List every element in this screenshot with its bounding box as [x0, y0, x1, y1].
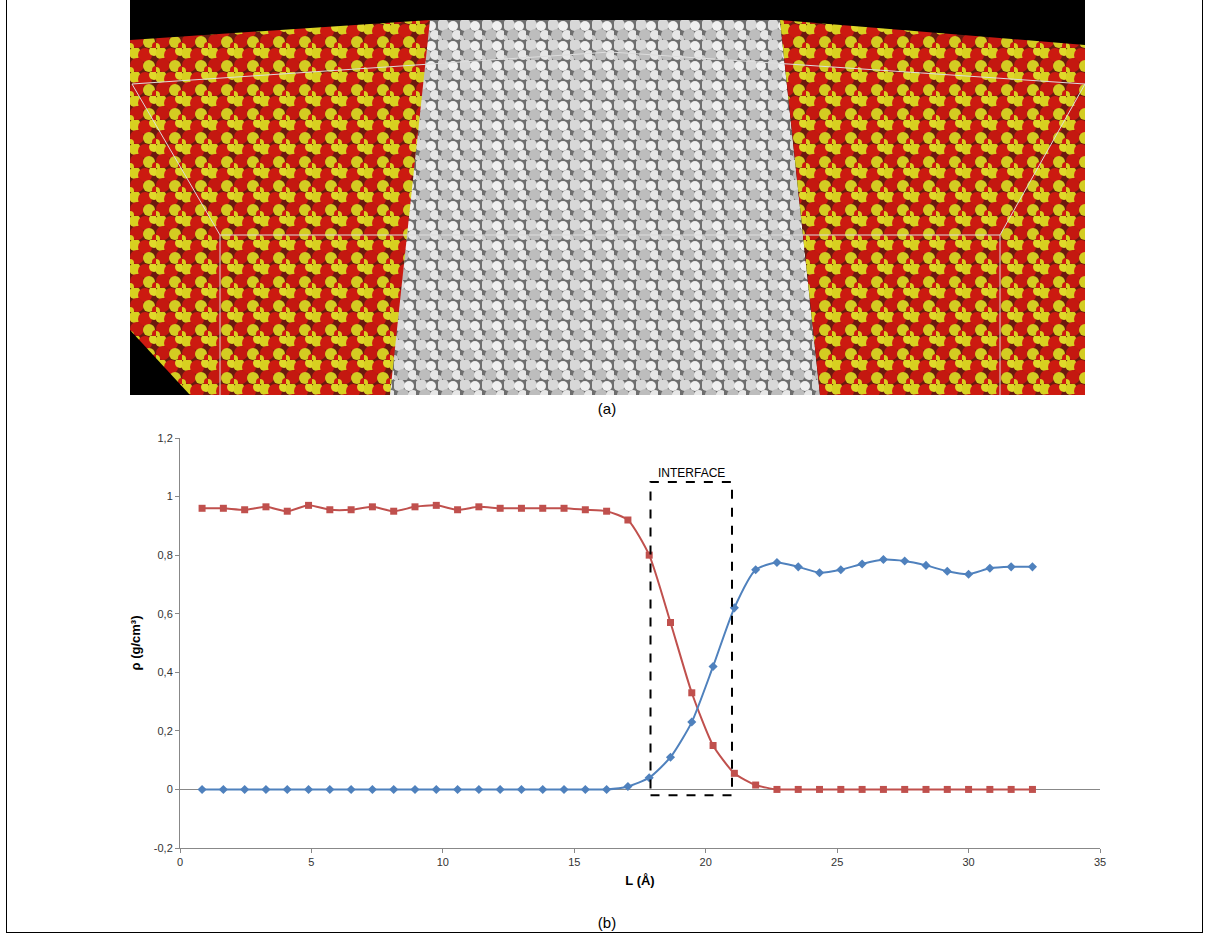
- svg-text:0,2: 0,2: [158, 725, 173, 737]
- svg-text:1: 1: [167, 490, 173, 502]
- svg-text:-0,2: -0,2: [154, 842, 173, 854]
- svg-text:ρ (g/cm³): ρ (g/cm³): [128, 616, 143, 671]
- svg-text:L (Å): L (Å): [625, 873, 654, 888]
- svg-text:0: 0: [167, 783, 173, 795]
- svg-text:0,6: 0,6: [158, 608, 173, 620]
- svg-text:10: 10: [437, 856, 449, 868]
- svg-text:20: 20: [700, 856, 712, 868]
- svg-text:35: 35: [1094, 856, 1106, 868]
- svg-text:1,2: 1,2: [158, 432, 173, 444]
- svg-text:0: 0: [177, 856, 183, 868]
- svg-text:0,8: 0,8: [158, 549, 173, 561]
- svg-text:30: 30: [962, 856, 974, 868]
- svg-text:INTERFACE: INTERFACE: [658, 466, 725, 480]
- svg-text:25: 25: [831, 856, 843, 868]
- html-text:(b): (b): [597, 914, 617, 931]
- svg-text:0,4: 0,4: [158, 666, 173, 678]
- svg-text:15: 15: [568, 856, 580, 868]
- html-text:(a): (a): [597, 400, 617, 417]
- svg-text:5: 5: [308, 856, 314, 868]
